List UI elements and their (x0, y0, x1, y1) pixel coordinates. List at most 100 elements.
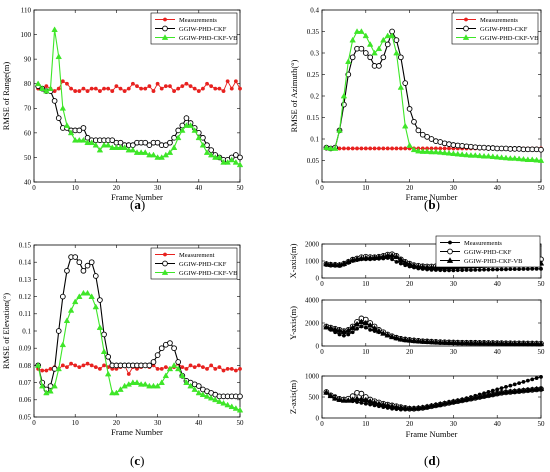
panel-d-sub2-series-2-point (423, 338, 431, 344)
panel-a-series-2-point (129, 146, 137, 153)
panel-b-caption-close: ) (436, 197, 440, 212)
panel-b-series-1-point (362, 50, 369, 56)
panel-d-sub1-series-2-point (331, 261, 339, 268)
panel-c-y-tick-label: 0.07 (19, 379, 32, 387)
panel-c-series-0-point (221, 368, 226, 373)
panel-b-series-2-point (428, 148, 435, 155)
panel-b-series-1-point (349, 54, 356, 61)
panel-a-series-1-point (80, 125, 87, 131)
panel-b-series-0-point (433, 146, 438, 151)
panel-b-series-1-point (538, 146, 544, 153)
panel-d-sub2-series-2-point (445, 339, 453, 345)
panel-d-sub2-series-2-point (476, 339, 483, 346)
panel-b-series-1-point (384, 41, 391, 48)
panel-a-series-1-point (76, 127, 83, 134)
panel-a-series-0-point (85, 89, 90, 93)
panel-d-legend-marker (447, 248, 453, 255)
panel-a-series-2-point (166, 149, 174, 155)
panel-d-sub3-y-tick-label: 500 (309, 393, 320, 401)
panel-d-sub1-y-axis-label: X-axis(m) (288, 243, 298, 278)
panel-a-series-2-point (232, 159, 240, 165)
panel-b-series-0-point (385, 146, 390, 151)
panel-a-series-0-point (110, 89, 115, 93)
panel-b-series-0-point (381, 146, 386, 151)
panel-b-caption-letter: b (428, 197, 435, 212)
panel-a-series-0-point (44, 84, 49, 89)
panel-a-series-1-point (51, 98, 58, 104)
panel-d-sub3-series-2-point (432, 401, 440, 408)
panel-d-sub2-series-0-point (359, 324, 364, 329)
panel-d-sub2-series-2-point (493, 340, 501, 346)
panel-c-series-2-point (154, 382, 161, 389)
panel-c-series-2-point (55, 365, 62, 372)
panel-d-sub1-series-0-point (390, 257, 394, 262)
panel-b-series-2-point (353, 28, 361, 34)
panel-c-series-1-point (154, 352, 161, 358)
panel-a-series-0-point (65, 81, 69, 86)
panel-d-sub3-series-2-point (485, 391, 492, 398)
panel-d-sub2-series-2-point (380, 330, 387, 336)
panel-d-sub1-series-2-point (423, 263, 431, 270)
panel-d-sub2-series-2-point (371, 324, 378, 331)
panel-b-series-0-point (403, 146, 408, 151)
panel-c-y-tick-label: 0.08 (19, 362, 32, 370)
panel-b-series-2-point (520, 155, 527, 162)
panel-c-series-2-point (51, 382, 58, 389)
panel-d-sub2-series-2-point (524, 340, 532, 347)
panel-c-series-2-point (191, 386, 198, 392)
panel-b-legend-label: GGIW-PHD-CKF-VB (480, 35, 539, 42)
panel-b-series-2-point (498, 154, 505, 160)
panel-c-series-2-point (203, 393, 211, 399)
panel-a-series-0-point (233, 79, 238, 84)
panel-a-series-0-point (229, 86, 234, 91)
panel-d-sub3-series-2-point (358, 395, 365, 402)
panel-d-sub3-series-2-point (327, 392, 334, 399)
panel-d-sub3-series-0-point (504, 385, 508, 389)
panel-d-sub2-series-2-point (467, 339, 475, 346)
panel-d-sub3-series-0-point (534, 376, 539, 380)
panel-b-y-tick-label: 0.2 (310, 92, 319, 100)
panel-d-sub3-series-2-point (507, 388, 514, 394)
panel-c-series-2-point (39, 382, 46, 389)
panel-a-y-tick-label: 90 (24, 56, 32, 64)
panel-d-sub3-series-2-point (428, 402, 435, 409)
panel-b-series-2-point (489, 153, 497, 159)
panel-d-sub3-series-2-point (520, 386, 527, 393)
panel-d-sub2-series-2-point (533, 340, 540, 347)
panel-a-series-2-point (203, 149, 211, 155)
panel-d-sub1-series-2-point (384, 252, 391, 258)
panel-c-series-0-point (184, 366, 189, 371)
panel-c-series-2-point (63, 317, 71, 324)
panel-d-sub2-series-2-point (537, 340, 545, 347)
panel-a-y-tick-label: 60 (24, 129, 32, 137)
panel-d-sub2-series-2-point (529, 340, 536, 347)
panel-d-sub3-series-2-point (458, 396, 466, 403)
panel-a-series-0-point (143, 86, 148, 91)
panel-b-series-2-point (340, 92, 348, 99)
panel-d-sub1-series-0-point (508, 267, 513, 272)
panel-c-series-1-point (97, 297, 103, 303)
panel-d-sub1-series-2-point (375, 253, 383, 260)
panel-d-sub3-series-2-point (511, 387, 518, 394)
panel-d-sub2-y-tick-label: 2000 (305, 319, 320, 327)
panel-c-legend-label: Measurement (179, 252, 215, 259)
panel-a-series-0-point (106, 86, 111, 91)
panel-a-series-0-point (184, 81, 189, 86)
panel-c-series-0-point (40, 368, 45, 373)
panel-a-series-0-point (126, 86, 131, 91)
panel-c-series-2-point (146, 382, 153, 389)
panel-d-sub1-series-0-point (490, 267, 495, 272)
panel-d-sub3-series-2-point (476, 393, 483, 399)
panel-c-x-tick-label: 50 (237, 419, 245, 427)
panel-c-series-2-point (142, 381, 149, 387)
panel-d-sub2-series-0-point (337, 332, 342, 337)
panel-a-series-2-point (67, 129, 75, 136)
panel-a-series-1-point (142, 139, 149, 146)
panel-d-sub2-series-2-point (397, 335, 405, 342)
panel-b-series-2-point (480, 152, 488, 159)
panel-b-series-2-point (515, 155, 523, 162)
panel-a-y-tick-label: 70 (24, 105, 32, 113)
panel-a-series-2-point (34, 80, 42, 87)
panel-a-series-2-point (228, 156, 235, 163)
panel-d-sub2-series-2-point (323, 323, 330, 330)
